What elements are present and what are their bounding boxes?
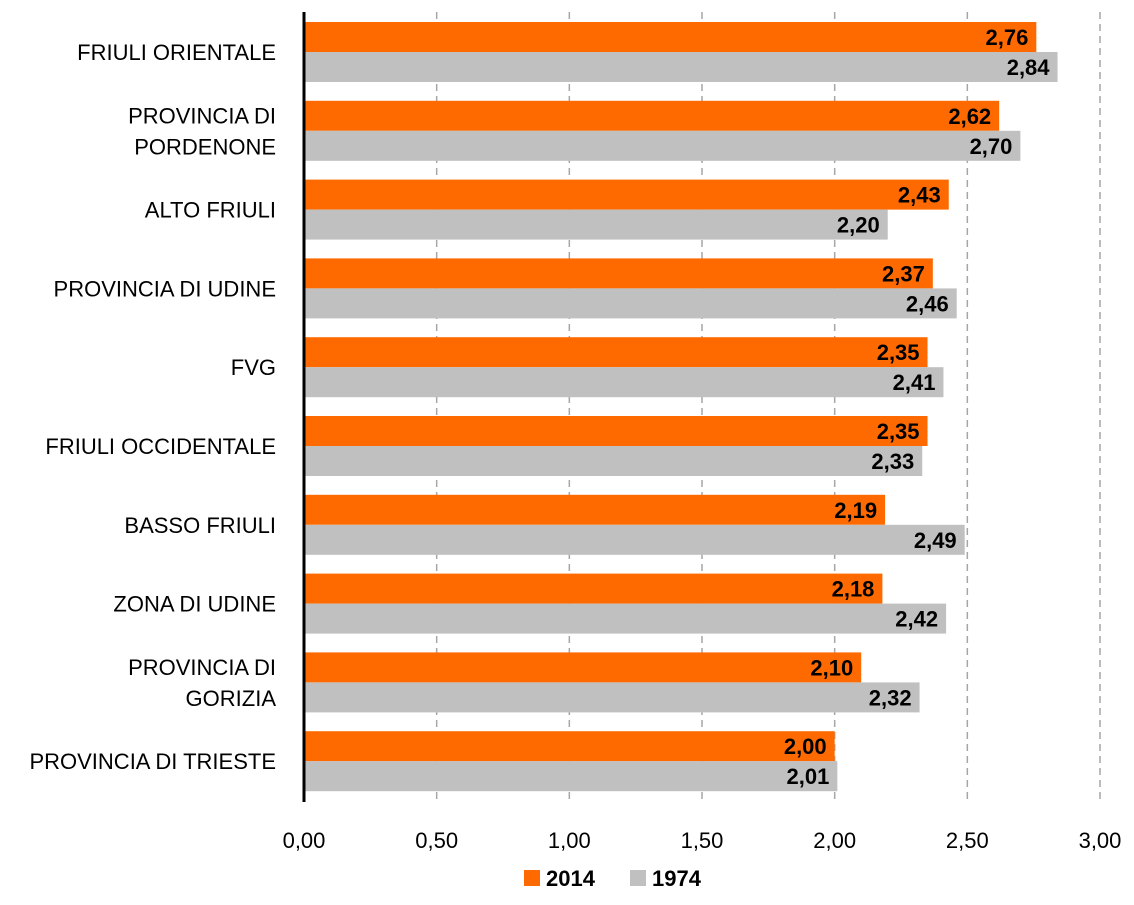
- category-label: PROVINCIA DI: [128, 103, 276, 128]
- data-label: 2,76: [985, 25, 1028, 50]
- bar-1974: [304, 367, 944, 398]
- category-label: ZONA DI UDINE: [113, 592, 276, 617]
- data-label: 2,10: [810, 655, 853, 680]
- bar-1974: [304, 603, 947, 634]
- legend-swatch-1974: [630, 870, 646, 886]
- bar-1974: [304, 524, 965, 555]
- legend-label: 2014: [546, 866, 596, 891]
- category-label: PROVINCIA DI: [128, 655, 276, 680]
- category-label: PORDENONE: [134, 134, 276, 159]
- bar-2014: [304, 652, 862, 683]
- bar-2014: [304, 22, 1037, 52]
- x-tick-label: 0,50: [415, 828, 458, 853]
- bar-2014: [304, 100, 1000, 131]
- bar-1974: [304, 288, 957, 319]
- data-label: 2,84: [1007, 55, 1051, 80]
- bar-2014: [304, 179, 949, 210]
- category-labels: FRIULI ORIENTALE PROVINCIA DI PORDENONE ALT…: [29, 40, 276, 774]
- bar-2014: [304, 573, 883, 604]
- data-label: 2,20: [837, 213, 880, 238]
- data-label: 2,00: [784, 734, 827, 759]
- x-axis-tick-labels: 0,00 0,50 1,00 1,50 2,00 2,50 3,00: [283, 828, 1122, 853]
- data-label: 2,35: [877, 340, 920, 365]
- category-label: ALTO FRIULI: [145, 198, 276, 223]
- bar-1974: [304, 52, 1058, 82]
- bar-1974: [304, 446, 923, 476]
- category-label: FRIULI ORIENTALE: [77, 40, 276, 65]
- data-label: 2,33: [871, 449, 914, 474]
- category-label: PROVINCIA DI TRIESTE: [29, 749, 276, 774]
- bars: [304, 22, 1058, 792]
- legend-label: 1974: [652, 866, 702, 891]
- data-label: 2,37: [882, 261, 925, 286]
- category-label: BASSO FRIULI: [124, 513, 276, 538]
- legend-swatch-2014: [524, 870, 540, 886]
- category-label: FRIULI OCCIDENTALE: [45, 434, 276, 459]
- bar-2014: [304, 731, 835, 762]
- category-label: PROVINCIA DI UDINE: [54, 276, 276, 301]
- legend: 2014 1974: [524, 866, 702, 891]
- bar-1974: [304, 130, 1021, 161]
- bar-2014: [304, 258, 933, 289]
- x-tick-label: 2,00: [813, 828, 856, 853]
- category-label: GORIZIA: [186, 686, 277, 711]
- data-label: 2,35: [877, 419, 920, 444]
- data-label: 2,42: [895, 607, 938, 632]
- data-label: 2,49: [914, 528, 957, 553]
- x-tick-label: 3,00: [1079, 828, 1122, 853]
- data-labels: 2,76 2,84 2,62 2,70 2,43 2,202,37 2,46 2,35 2,41…: [784, 25, 1050, 789]
- bar-2014: [304, 494, 886, 525]
- data-label: 2,43: [898, 183, 941, 208]
- bar-1974: [304, 761, 838, 792]
- data-label: 2,01: [786, 764, 829, 789]
- data-label: 2,46: [906, 291, 949, 316]
- data-label: 2,32: [869, 685, 912, 710]
- data-label: 2,18: [832, 577, 875, 602]
- x-tick-label: 2,50: [946, 828, 989, 853]
- bar-1974: [304, 682, 920, 713]
- bar-2014: [304, 337, 928, 368]
- data-label: 2,19: [834, 498, 877, 523]
- data-label: 2,62: [948, 104, 991, 129]
- x-tick-label: 1,50: [681, 828, 724, 853]
- data-label: 2,41: [893, 370, 936, 395]
- bar-1974: [304, 209, 888, 240]
- x-tick-label: 0,00: [283, 828, 326, 853]
- x-tick-label: 1,00: [548, 828, 591, 853]
- data-label: 2,70: [970, 134, 1013, 159]
- bar-2014: [304, 416, 928, 446]
- category-label: FVG: [231, 355, 276, 380]
